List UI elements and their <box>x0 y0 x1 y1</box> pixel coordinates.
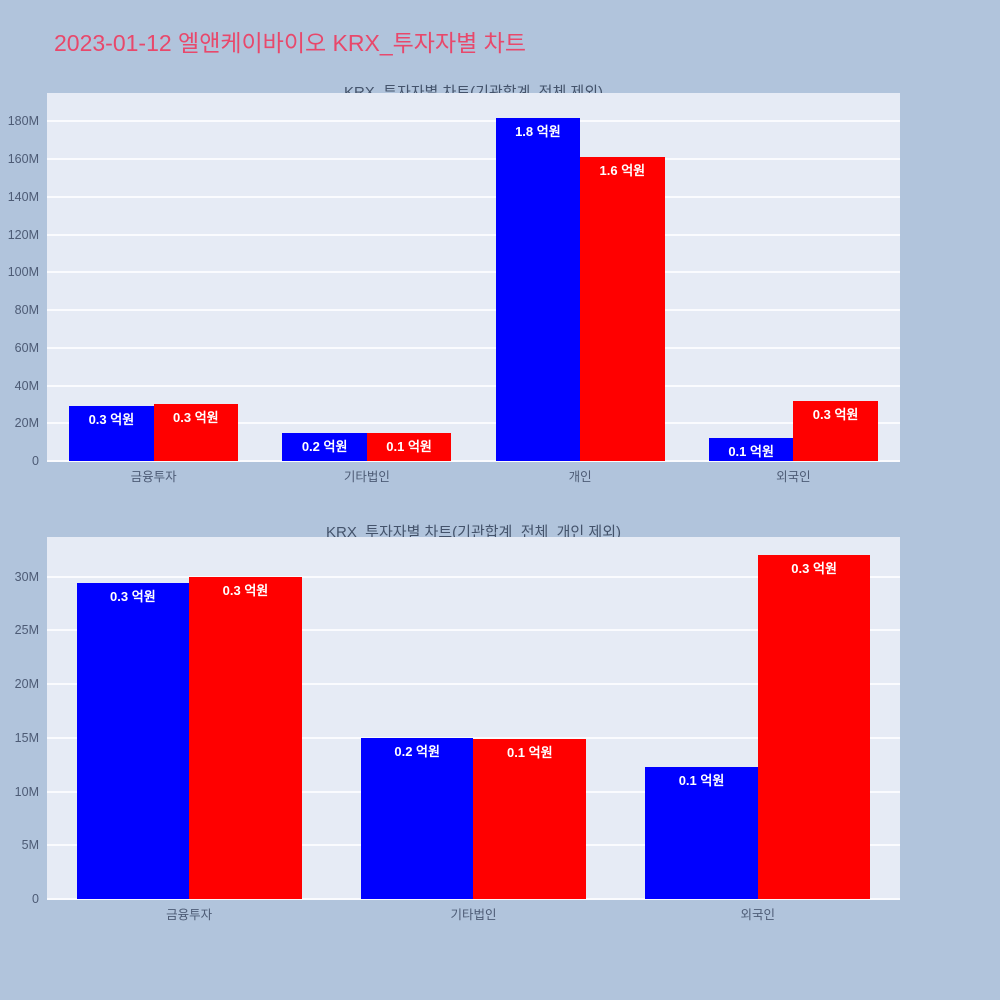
y-axis-tick-label: 60M <box>14 340 39 355</box>
bar-value-label: 1.8 억원 <box>515 123 561 139</box>
chart-1-plot: 0 20M 40M 60M 80M 100M 120M 140M 160M 180M 0.3 억원 0… <box>8 93 900 484</box>
blue-bar: 0.3 억원 <box>69 405 154 461</box>
x-axis-category-label: 금융투자 <box>166 908 213 922</box>
gridline <box>47 575 900 578</box>
gridline <box>47 422 900 425</box>
blue-bar: 1.8 억원 <box>495 117 581 461</box>
y-axis-tick-label: 0 <box>32 892 39 906</box>
y-axis-tick-label: 140M <box>7 189 39 204</box>
gridline <box>47 309 900 312</box>
y-axis-tick-label: 80M <box>14 303 39 318</box>
page-title: 2023-01-12 엘앤케이바이오 KRX_투자자별 차트 <box>54 30 526 56</box>
blue-bar: 0.2 억원 <box>360 737 474 899</box>
bar-value-label: 0.3 억원 <box>791 561 837 577</box>
gridline <box>47 460 900 462</box>
gridline <box>47 271 900 274</box>
y-axis-tick-label: 120M <box>7 227 39 242</box>
y-axis-tick-label: 20M <box>14 677 39 692</box>
gridline <box>47 346 900 349</box>
blue-bar: 0.1 억원 <box>708 437 794 461</box>
bar-value-label: 0.2 억원 <box>301 438 348 454</box>
bar-value-label: 0.1 억원 <box>506 744 553 760</box>
y-axis-tick-label: 160M <box>7 152 39 167</box>
blue-bar: 0.3 억원 <box>76 583 190 899</box>
x-axis-category-label: 금융투자 <box>130 470 177 484</box>
y-axis-tick-label: 30M <box>14 569 39 584</box>
bar-value-label: 0.3 억원 <box>88 411 135 427</box>
y-axis-tick-label: 10M <box>14 784 39 799</box>
gridline <box>47 384 900 387</box>
y-axis-tick-label: 100M <box>7 265 39 280</box>
blue-bar: 0.2 억원 <box>282 432 367 461</box>
y-axis-tick-label: 0 <box>32 454 39 468</box>
red-bar: 1.6 억원 <box>580 157 665 461</box>
bar-value-label: 0.1 억원 <box>678 772 725 788</box>
red-bar: 0.3 억원 <box>189 576 302 899</box>
x-axis-category-label: 기타법인 <box>343 470 390 484</box>
y-axis-tick-label: 5M <box>21 838 39 853</box>
x-axis-category-label: 외국인 <box>776 470 811 484</box>
x-axis-category-label: 기타법인 <box>450 908 497 922</box>
bar-value-label: 0.3 억원 <box>110 589 156 605</box>
bar-value-label: 0.3 억원 <box>812 406 859 422</box>
x-axis-category-label: 외국인 <box>740 908 776 922</box>
y-axis-tick-label: 15M <box>14 730 39 745</box>
red-bar: 0.1 억원 <box>366 432 452 461</box>
chart-2-title: KRX_투자자별 차트(기관합계_전체_개인 제외) <box>326 524 621 541</box>
bar-value-label: 0.3 억원 <box>222 582 269 598</box>
bar-value-label: 0.2 억원 <box>394 743 440 759</box>
gridline <box>47 736 900 739</box>
gridline <box>47 195 900 198</box>
blue-bar: 0.1 억원 <box>645 766 758 899</box>
y-axis-tick-label: 180M <box>7 114 39 129</box>
y-axis-tick-label: 40M <box>14 378 39 393</box>
y-axis-tick-label: 25M <box>14 623 39 638</box>
gridline <box>47 158 900 161</box>
gridline <box>47 233 900 236</box>
gridline <box>47 120 900 123</box>
x-axis-category-label: 개인 <box>568 470 592 484</box>
gridline <box>47 683 900 686</box>
red-bar: 0.3 억원 <box>153 404 239 461</box>
gridline <box>47 629 900 632</box>
bar-value-label: 0.1 억원 <box>386 438 432 454</box>
gridline <box>47 898 900 900</box>
red-bar: 0.3 억원 <box>793 400 878 461</box>
red-bar: 0.3 억원 <box>757 555 871 899</box>
y-axis-tick-label: 20M <box>14 416 39 431</box>
bar-groups: 0.3 억원 0.3 억원 금융투자 0.2 억원 0.1 억원 기타법인 0.1 억원 0.… <box>47 537 900 922</box>
red-bar: 0.1 억원 <box>473 738 587 899</box>
bar-value-label: 0.1 억원 <box>728 443 774 459</box>
bar-value-label: 1.6 억원 <box>599 163 646 179</box>
bar-value-label: 0.3 억원 <box>173 410 219 426</box>
bar-groups: 0.3 억원 0.3 억원 금융투자 0.2 억원 0.1 억원 기타법인 1.8 억원 1.… <box>47 93 900 484</box>
